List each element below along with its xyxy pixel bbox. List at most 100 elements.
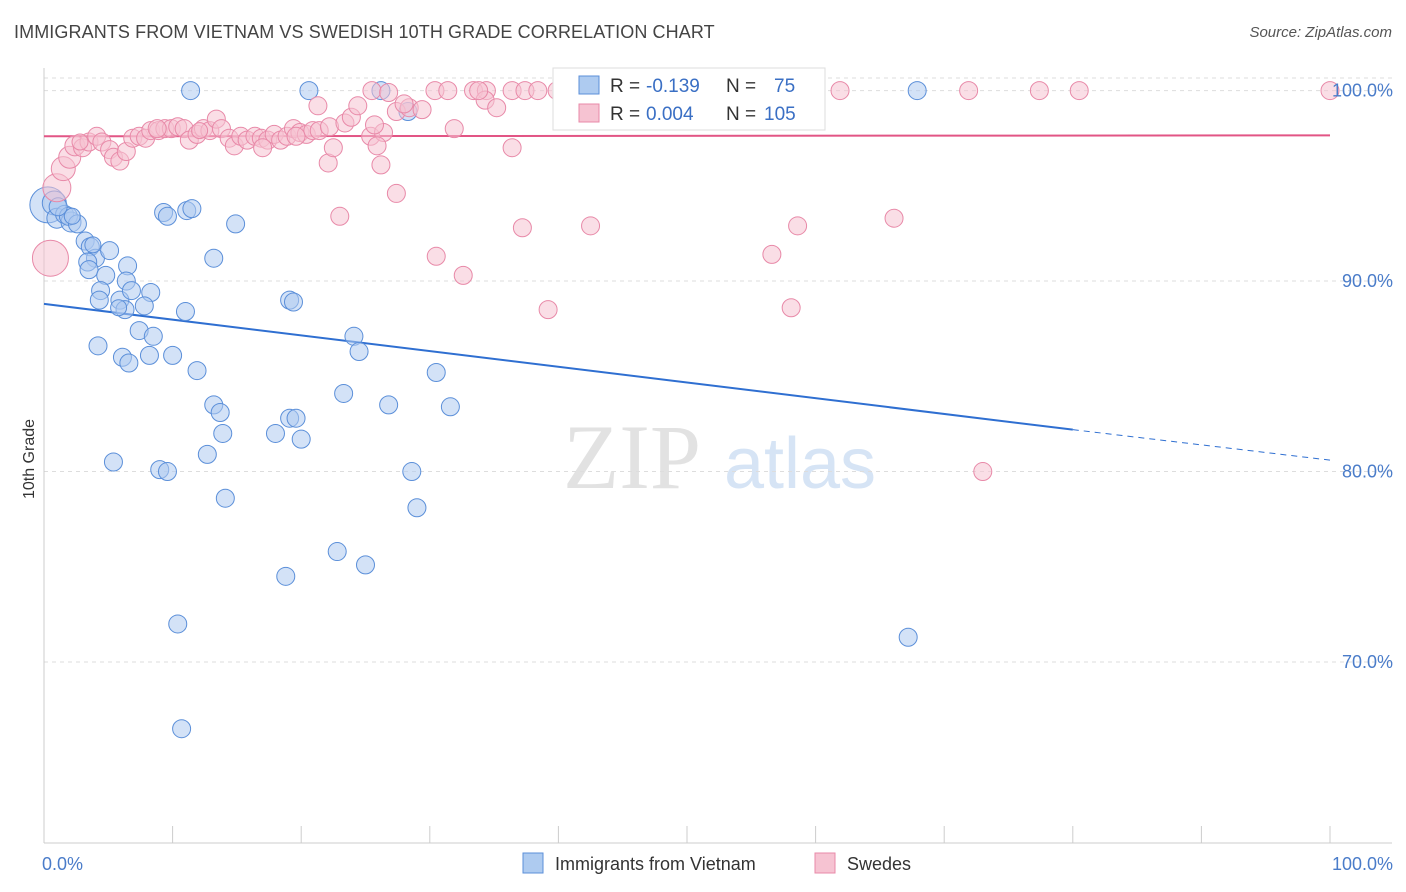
blue-point <box>210 402 230 422</box>
pink-point <box>31 239 69 277</box>
bottom-legend-label: Swedes <box>847 854 911 874</box>
gridlines <box>44 77 1392 663</box>
pink-point <box>286 126 306 146</box>
pink-point <box>512 218 532 238</box>
blue-point <box>100 241 120 261</box>
blue-point <box>143 326 163 346</box>
legend-swatch-pink <box>578 103 600 123</box>
blue-point <box>291 429 311 449</box>
pink-point <box>362 81 382 101</box>
pink-point <box>71 133 89 151</box>
y-tick-label: 80.0% <box>1342 462 1393 482</box>
blue-point <box>286 408 306 428</box>
pink-point <box>830 81 850 101</box>
axes <box>43 68 1392 844</box>
blue-point <box>349 342 369 362</box>
blue-point <box>121 281 141 301</box>
blue-point <box>327 542 347 562</box>
blue-point <box>276 566 296 586</box>
bottom-legend: Immigrants from Vietnam Swedes <box>522 852 911 874</box>
pink-point <box>444 119 464 139</box>
blue-point <box>89 290 109 310</box>
pink-point <box>365 115 385 135</box>
bottom-legend-swatch-blue <box>522 852 544 874</box>
blue-point <box>79 260 99 280</box>
bottom-legend-label: Immigrants from Vietnam <box>555 854 756 874</box>
pink-point <box>308 96 328 116</box>
pink-point <box>253 138 273 158</box>
blue-point <box>379 395 399 415</box>
blue-trend-line-dashed <box>1072 429 1331 461</box>
blue-point <box>215 488 235 508</box>
y-axis-title: 10th Grade <box>21 419 38 499</box>
blue-point <box>356 555 375 575</box>
pink-point <box>781 298 801 318</box>
blue-point <box>426 362 446 382</box>
pink-point <box>1320 81 1340 101</box>
legend-r-value: -0.139 <box>646 76 700 97</box>
pink-point <box>379 82 399 102</box>
x-tick-label: 100.0% <box>1332 854 1393 874</box>
blue-point <box>175 302 195 322</box>
blue-point <box>181 81 201 101</box>
legend-n-value: 75 <box>774 76 795 97</box>
blue-point <box>283 292 303 312</box>
blue-trend-line <box>43 302 1073 431</box>
top-legend: R = -0.139 N = 75 R = 0.004 N = 105 <box>552 67 826 131</box>
blue-point <box>163 345 183 365</box>
pink-point <box>412 100 432 120</box>
blue-point <box>157 206 177 226</box>
blue-point <box>119 353 139 373</box>
legend-r-label: R = <box>610 104 640 125</box>
pink-point <box>884 208 904 228</box>
blue-point <box>182 199 202 219</box>
blue-point <box>172 719 192 739</box>
blue-point <box>265 423 285 443</box>
pink-point <box>394 94 414 114</box>
pink-point <box>762 244 782 264</box>
legend-r-label: R = <box>610 76 640 97</box>
pink-point <box>426 246 446 266</box>
pink-point <box>330 206 350 226</box>
y-tick-label: 70.0% <box>1342 652 1393 672</box>
legend-n-label: N = <box>726 76 756 97</box>
blue-point <box>63 207 81 225</box>
pink-point <box>973 462 993 482</box>
pink-point <box>371 155 391 175</box>
blue-point <box>103 452 123 472</box>
chart-title: IMMIGRANTS FROM VIETNAM VS SWEDISH 10TH … <box>14 22 715 42</box>
pink-point <box>581 216 601 236</box>
pink-point <box>502 138 522 158</box>
legend-r-value: 0.004 <box>646 104 694 125</box>
blue-point <box>407 498 427 518</box>
blue-point <box>440 397 460 417</box>
blue-point <box>402 462 422 482</box>
blue-point <box>226 214 246 234</box>
watermark: ZIP atlas <box>563 406 876 508</box>
bottom-legend-swatch-pink <box>814 852 836 874</box>
pink-point <box>959 81 979 101</box>
pink-point <box>367 136 387 156</box>
blue-point <box>134 296 154 316</box>
tick-labels: 70.0% 80.0% 90.0% 100.0% 0.0% 100.0% <box>42 81 1393 874</box>
legend-swatch-blue <box>578 75 600 95</box>
pink-point <box>386 183 406 203</box>
blue-point <box>88 336 108 356</box>
blue-point <box>907 81 927 101</box>
blue-point <box>84 236 102 254</box>
y-tick-label: 90.0% <box>1342 271 1393 291</box>
blue-point <box>334 383 354 403</box>
legend-n-label: N = <box>726 104 756 125</box>
pink-point <box>538 300 558 320</box>
blue-point <box>110 299 128 317</box>
x-tick-label: 0.0% <box>42 854 83 874</box>
blue-point <box>168 614 188 634</box>
pink-point <box>788 216 808 236</box>
pink-point <box>1029 81 1049 101</box>
pink-point <box>1069 81 1089 101</box>
blue-point <box>213 423 233 443</box>
blue-point <box>299 81 319 101</box>
watermark-atlas: atlas <box>724 424 876 504</box>
watermark-zip: ZIP <box>563 406 701 508</box>
